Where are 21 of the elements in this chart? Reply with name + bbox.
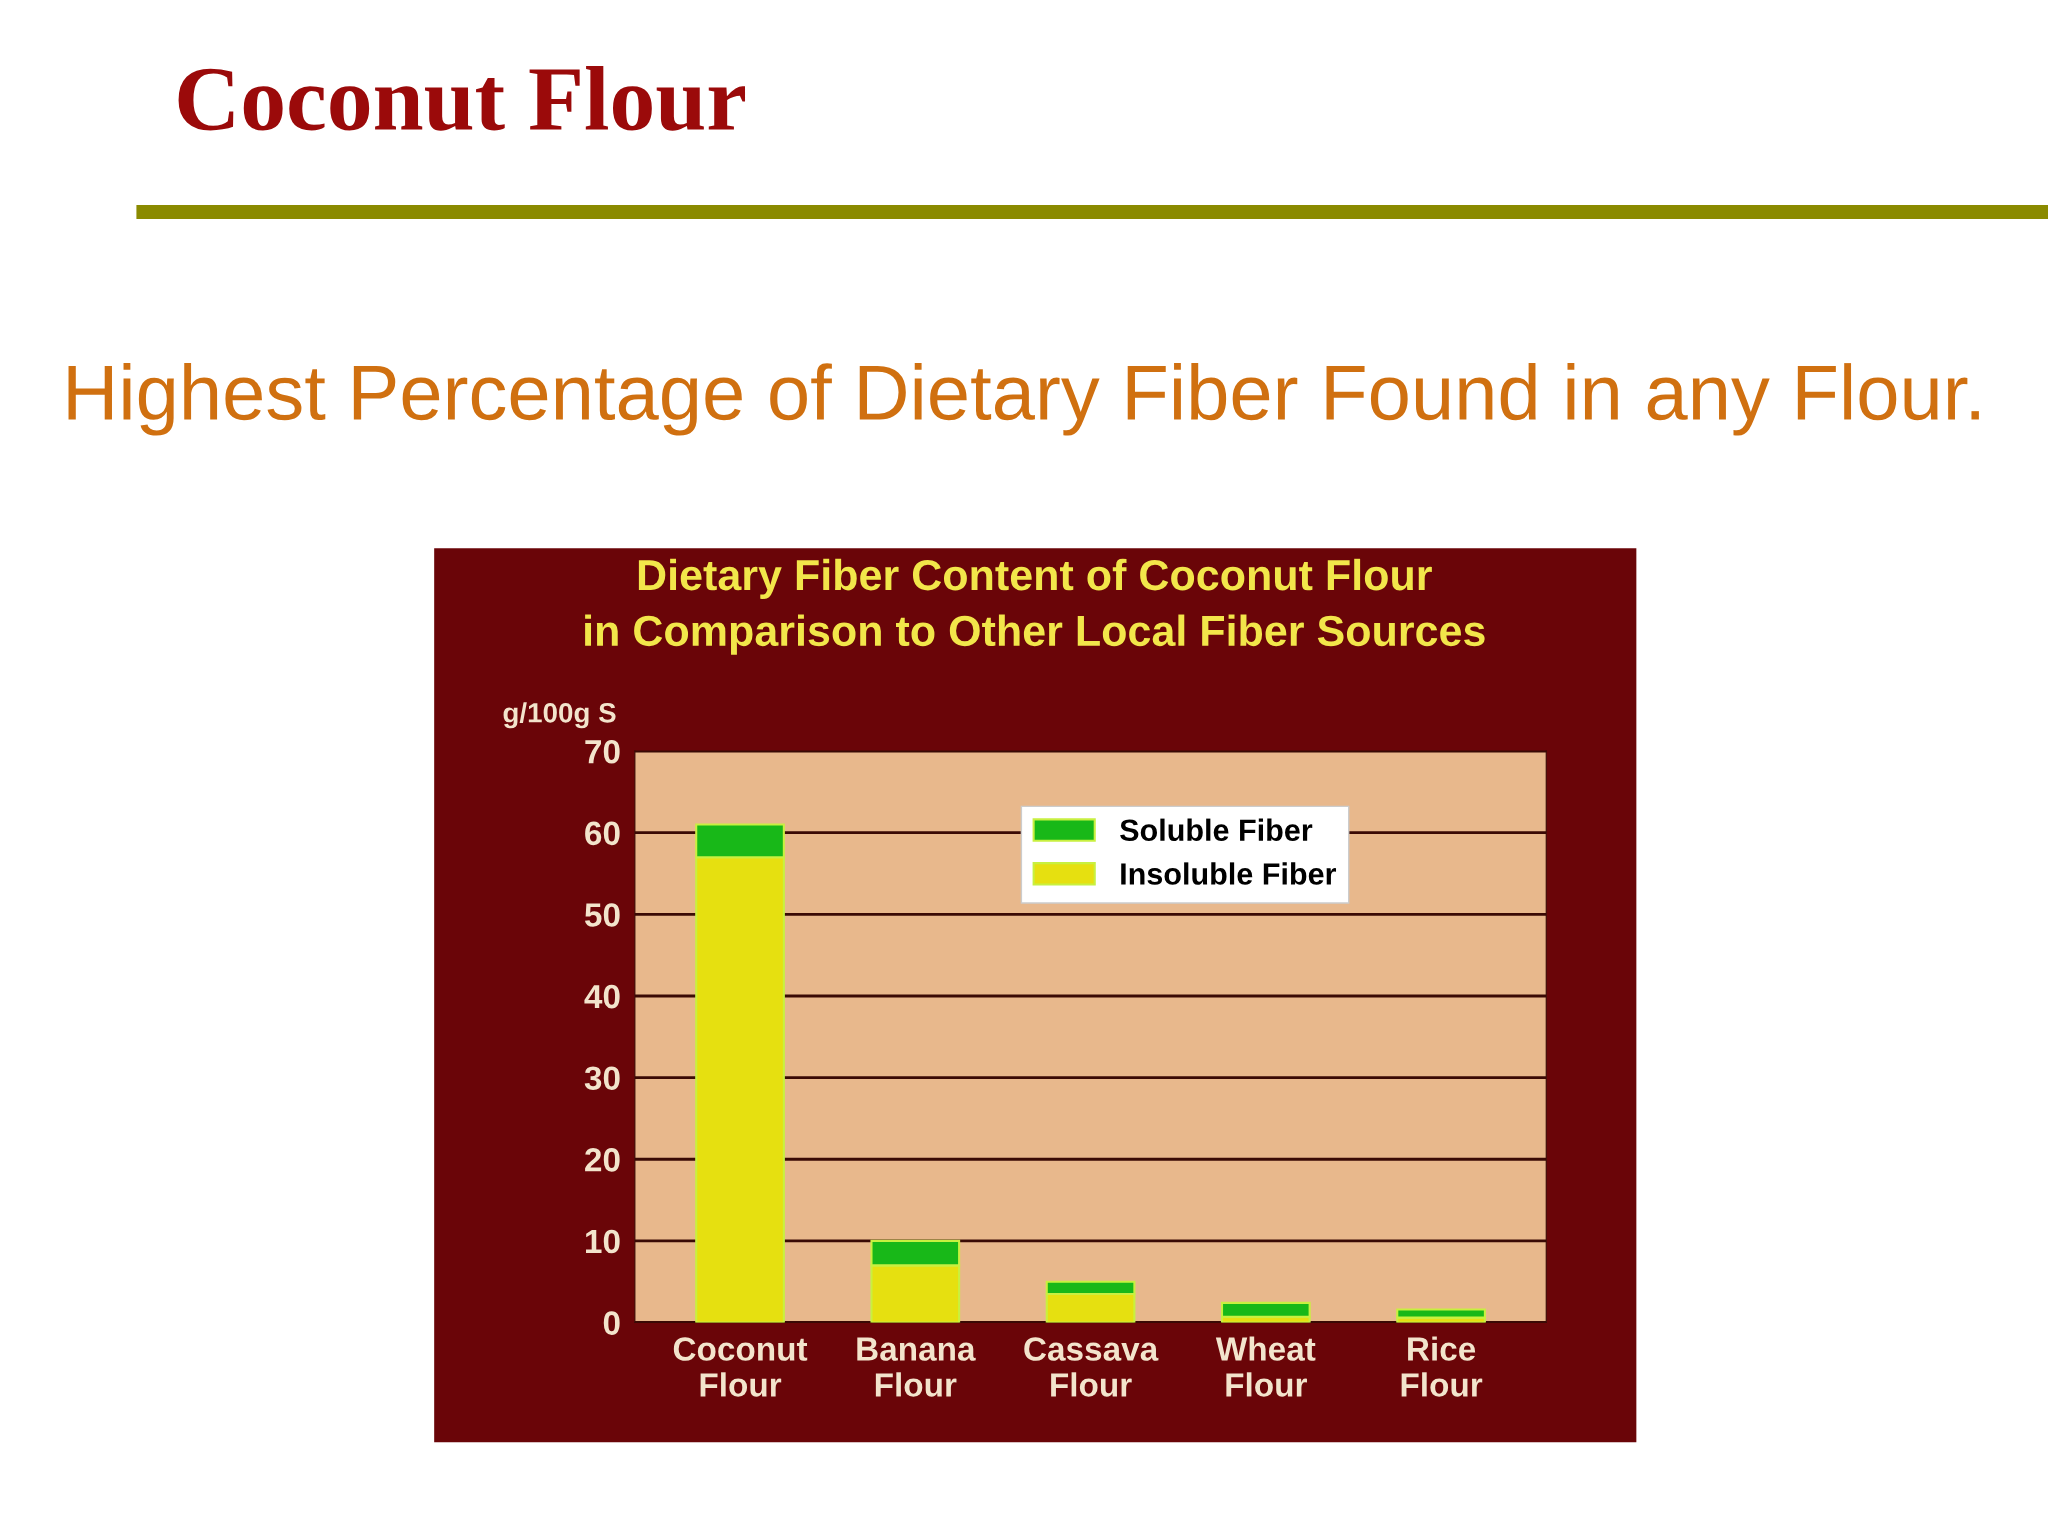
x-tick-label: Coconut Flour xyxy=(673,1337,808,1397)
x-tick-label: Rice Flour xyxy=(1401,1336,1483,1397)
text: Coconut Flour xyxy=(178,65,746,131)
text: Highest Percentage of Dietary Fiber Found in any Flour. xyxy=(68,363,1979,436)
y-tick-label: 30 xyxy=(584,1066,620,1091)
x-tick-label: Banana Flour xyxy=(857,1337,976,1397)
y-tick-label: 40 xyxy=(584,984,620,1009)
chart-title: Dietary Fiber Content of Coconut Flour in Comparison to Other Local Fiber Sources xyxy=(585,558,1485,655)
x-tick-label: Wheat Flour xyxy=(1215,1336,1316,1397)
x-tick-label: Cassava Flour xyxy=(1024,1337,1159,1397)
y-tick-label: 70 xyxy=(585,739,620,764)
bar xyxy=(1396,1308,1486,1319)
y-tick-label: 60 xyxy=(585,821,620,846)
y-tick-label: 0 xyxy=(603,1311,620,1335)
y-tick-label: 10 xyxy=(586,1229,620,1254)
y-axis-title: g/100g S xyxy=(503,702,616,729)
y-tick-label: 50 xyxy=(584,903,620,927)
legend-label: Insoluble Fiber xyxy=(1121,862,1337,885)
y-tick-label: 20 xyxy=(585,1148,620,1172)
legend-label: Soluble Fiber xyxy=(1120,818,1313,842)
bar xyxy=(1220,1301,1311,1318)
